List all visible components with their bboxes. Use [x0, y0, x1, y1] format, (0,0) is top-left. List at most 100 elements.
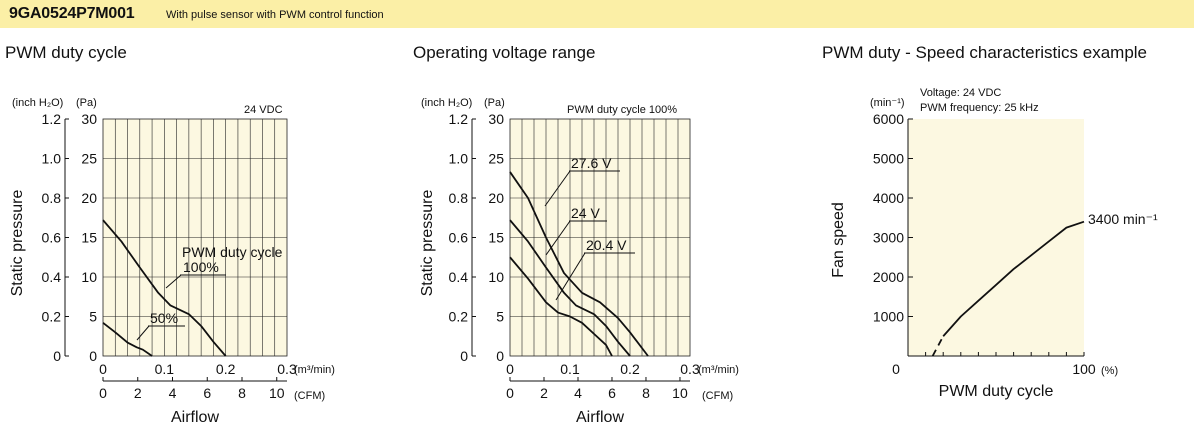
- chart2-y-tick-label: 15: [488, 230, 504, 246]
- chart1-series: [102, 219, 227, 357]
- chart1-y-tick-label: 30: [81, 111, 97, 127]
- chart1-frame: [102, 118, 288, 357]
- chart3-annotation-3400: 3400 min⁻¹: [1088, 211, 1158, 227]
- chart2-annotation-20v4: 20.4 V: [586, 237, 627, 253]
- chart1-left-tick-label: 0.4: [42, 269, 62, 285]
- chart1-y-tick-label: 25: [81, 151, 97, 167]
- chart-operating-voltage-range: Operating voltage range 0 0.2 0.4 0.6 0.8 1.0…: [413, 43, 739, 426]
- chart1-left-tick-label: 0.8: [42, 190, 62, 206]
- chart1-left-tick-label: 1.0: [42, 151, 62, 167]
- chart3-y-tick-label: 6000: [873, 111, 904, 127]
- chart2-left-tick-label: 1.2: [449, 111, 469, 127]
- chart1-y-tick-label: 20: [81, 190, 97, 206]
- chart2-y-tick-label: 25: [488, 151, 504, 167]
- chart2-ylabel: Static pressure: [419, 190, 436, 297]
- chart2-left-tick-label: 1.0: [449, 151, 469, 167]
- chart3-dashed-start: [931, 335, 944, 357]
- header-bar: 9GA0524P7M001 With pulse sensor with PWM…: [0, 0, 1194, 28]
- chart2-cfm-tick-label: 0: [506, 385, 514, 401]
- chart1-y-unit-right: (Pa): [76, 97, 97, 109]
- chart2-left-tick-label: 0.6: [449, 230, 469, 246]
- chart2-y-unit-right: (Pa): [484, 97, 505, 109]
- chart1-y-tick-label: 5: [89, 309, 97, 325]
- chart3-xlabel: PWM duty cycle: [939, 383, 1054, 400]
- model-description: With pulse sensor with PWM control funct…: [166, 9, 384, 21]
- chart3-series: [931, 220, 1085, 357]
- chart2-x-tick-label: 0.2: [620, 361, 640, 377]
- chart1-x-tick-label: 0.2: [216, 361, 236, 377]
- chart2-xlabel: Airflow: [576, 409, 624, 426]
- chart2-x-unit-primary: (m³/min): [698, 364, 739, 376]
- chart3-y-tick-label: 5000: [873, 151, 904, 167]
- chart1-leader-100: [165, 274, 182, 289]
- chart2-left-tick-label: 0.8: [449, 190, 469, 206]
- chart1-x-tick-label: 0.3: [277, 361, 297, 377]
- chart3-y-tick-label: 2000: [873, 269, 904, 285]
- chart1-y-tick-label: 15: [81, 230, 97, 246]
- chart3-note-frequency: PWM frequency: 25 kHz: [920, 102, 1039, 114]
- chart1-cfm-tick-label: 8: [238, 385, 246, 401]
- chart1-x-unit-primary: (m³/min): [294, 364, 335, 376]
- chart2-title: Operating voltage range: [413, 43, 595, 62]
- chart3-axes: 1000 2000 3000 4000 5000 6000 0 100: [873, 111, 1096, 377]
- chart2-cfm-tick-label: 2: [540, 385, 548, 401]
- chart1-left-tick-label: 0: [53, 348, 61, 364]
- chart2-y-tick-label: 5: [496, 309, 504, 325]
- chart2-series: [509, 171, 649, 357]
- chart3-y-tick-label: 3000: [873, 230, 904, 246]
- chart2-annotation-27v6: 27.6 V: [571, 155, 612, 171]
- chart1-x-tick-label: 0: [99, 361, 107, 377]
- chart3-y-tick-label: 4000: [873, 190, 904, 206]
- chart2-leader-24v: [545, 220, 571, 256]
- chart1-y-tick-label: 10: [81, 269, 97, 285]
- chart1-x-tick-label: 0.1: [155, 361, 175, 377]
- chart2-y-tick-label: 10: [488, 269, 504, 285]
- chart2-cfm-tick-label: 10: [672, 385, 688, 401]
- chart1-note: 24 VDC: [244, 104, 283, 116]
- chart2-x-tick-label: 0.3: [680, 361, 700, 377]
- chart2-y-unit-left: (inch H₂O): [421, 97, 472, 109]
- chart2-left-tick-label: 0: [460, 348, 468, 364]
- chart1-grid: [102, 118, 288, 357]
- chart2-cfm-tick-label: 4: [574, 385, 582, 401]
- chart3-ylabel: Fan speed: [830, 202, 847, 278]
- chart2-cfm-tick-label: 6: [608, 385, 616, 401]
- chart2-x-tick-label: 0.1: [560, 361, 580, 377]
- chart2-left-tick-label: 0.2: [449, 309, 469, 325]
- chart-pwm-duty-cycle: PWM duty cycle 0 0.2 0.4 0.6 0.8 1.0 1.2 0 5 10 15…: [5, 43, 335, 426]
- chart1-y-tick-label: 0: [89, 348, 97, 364]
- chart3-plot-area: [908, 119, 1084, 356]
- chart2-note: PWM duty cycle 100%: [567, 104, 677, 116]
- chart1-series-line-1: [102, 219, 227, 357]
- model-number: 9GA0524P7M001: [9, 5, 135, 22]
- chart1-xlabel: Airflow: [171, 409, 219, 426]
- chart2-left-tick-label: 0.4: [449, 269, 469, 285]
- chart1-annotation-100: 100%: [183, 259, 219, 275]
- chart1-annotation-pwm-duty-cycle: PWM duty cycle: [182, 244, 283, 260]
- chart1-ylabel: Static pressure: [9, 190, 26, 297]
- chart2-y-tick-label: 30: [488, 111, 504, 127]
- chart1-y-unit-left: (inch H₂O): [12, 97, 63, 109]
- chart2-x-unit-secondary: (CFM): [702, 390, 733, 402]
- chart2-frame: [509, 118, 691, 357]
- chart2-y-tick-label: 20: [488, 190, 504, 206]
- chart3-x-tick-label: 100: [1072, 361, 1096, 377]
- chart2-cfm-tick-label: 8: [642, 385, 650, 401]
- chart3-y-tick-label: 1000: [873, 309, 904, 325]
- chart1-title: PWM duty cycle: [5, 43, 127, 62]
- chart1-left-tick-label: 1.2: [42, 111, 62, 127]
- chart2-annotation-24v: 24 V: [571, 205, 600, 221]
- chart1-annotation-50: 50%: [150, 310, 178, 326]
- chart3-title: PWM duty - Speed characteristics example: [822, 43, 1147, 62]
- chart2-series-line-2: [509, 219, 631, 357]
- chart3-x-tick-label: 0: [892, 361, 900, 377]
- chart1-cfm-tick-label: 4: [169, 385, 177, 401]
- chart1-leader-50: [136, 325, 150, 341]
- chart2-leader-27v6: [544, 170, 571, 207]
- chart1-cfm-tick-label: 0: [99, 385, 107, 401]
- chart3-y-unit: (min⁻¹): [870, 97, 905, 109]
- chart1-cfm-tick-label: 2: [134, 385, 142, 401]
- chart2-series-line-3: [509, 256, 613, 357]
